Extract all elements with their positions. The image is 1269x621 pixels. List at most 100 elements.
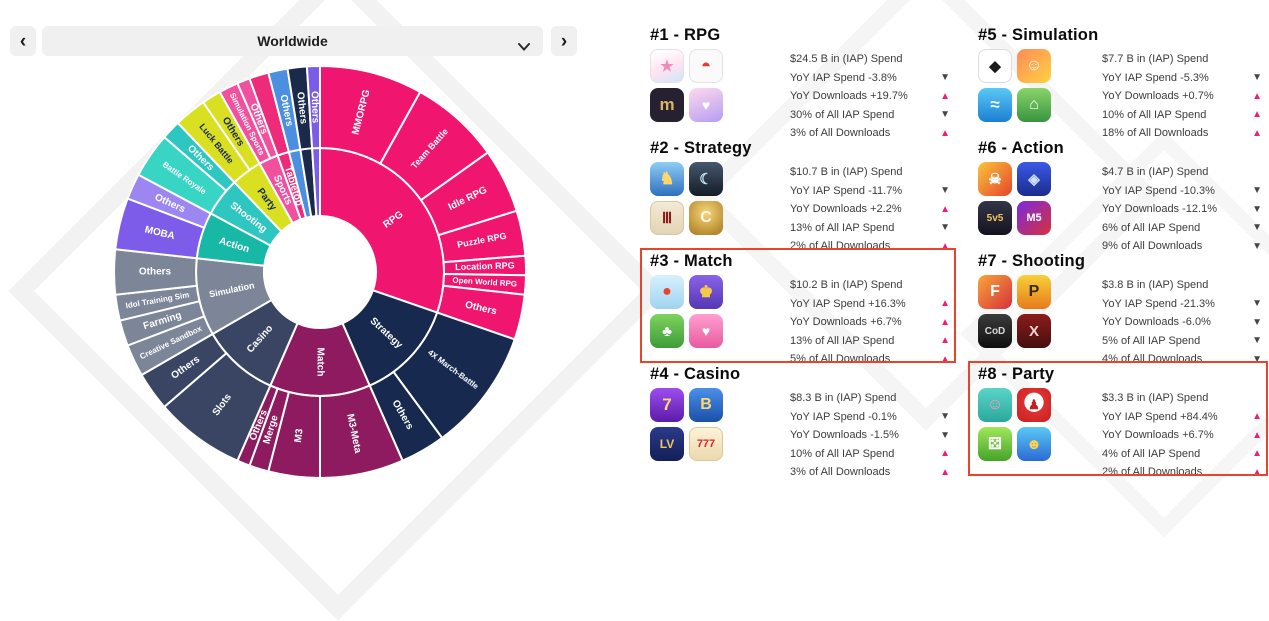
stat-text: YoY Downloads -6.0% (1102, 316, 1211, 329)
stat-text: 4% of All Downloads (1102, 353, 1203, 366)
next-region-button[interactable]: › (551, 26, 577, 56)
app-icon-casino-1-glyph: 7 (662, 395, 672, 414)
app-icon-grid: F P CoD X (978, 275, 1051, 369)
genre-stats: $10.2 B in (IAP) Spend YoY IAP Spend +16.… (790, 275, 950, 369)
app-icon-party-4: ☻ (1017, 427, 1051, 461)
sunburst-label: Others (139, 267, 172, 278)
app-icon-casino-4-glyph: 777 (696, 438, 716, 450)
app-icon-strategy-3-glyph: Ⅲ (661, 210, 673, 227)
genre-card-5-simulation: #5 - Simulation ◆ ☺ ≈ ⌂ $7.7 B in (IAP) Spend… (978, 26, 1262, 139)
stat-text: $3.3 B in (IAP) Spend (1102, 392, 1209, 405)
stat-text: YoY Downloads +6.7% (790, 316, 902, 329)
stat-text: 30% of All IAP Spend (790, 108, 895, 121)
stat-text: 13% of All IAP Spend (790, 221, 895, 234)
app-icon-match-4-glyph: ♥ (701, 323, 711, 339)
app-icon-action-4-glyph: M5 (1026, 212, 1042, 224)
app-icon-match-3: ♣ (650, 314, 684, 348)
stat-text: 9% of All Downloads (1102, 240, 1203, 253)
stat-row: YoY IAP Spend -0.1% ▼ (790, 408, 950, 427)
app-icon-match-3-glyph: ♣ (662, 322, 672, 340)
stat-row: $24.5 B in (IAP) Spend (790, 50, 950, 69)
stat-row: 13% of All IAP Spend ▼ (790, 219, 950, 238)
app-icon-action-4: M5 (1017, 201, 1051, 235)
app-icon-rpg-4: ♥ (689, 88, 723, 122)
trend-arrow-down: ▼ (1252, 240, 1262, 252)
app-icon-casino-4: 777 (689, 427, 723, 461)
stat-row: YoY Downloads +6.7% ▲ (1102, 426, 1262, 445)
stat-row: 9% of All Downloads ▼ (1102, 237, 1262, 256)
app-icon-action-1-glyph: ☠ (988, 171, 1002, 188)
ranking-column-left: #1 - RPG ★ ◓ m ♥ $24.5 B in (IAP) Spend YoY IA… (640, 26, 956, 478)
trend-arrow-down: ▼ (1252, 298, 1262, 310)
region-dropdown[interactable]: Worldwide (42, 26, 543, 56)
app-icon-action-3: 5v5 (978, 201, 1012, 235)
app-icon-shooting-2: P (1017, 275, 1051, 309)
genre-card-2-strategy: #2 - Strategy ♞ ☾ Ⅲ C $10.7 B in (IAP) Spend Y… (650, 139, 950, 252)
app-icon-simulation-2: ☺ (1017, 49, 1051, 83)
trend-arrow-up: ▲ (940, 298, 950, 310)
stat-row: 10% of All IAP Spend ▲ (790, 445, 950, 464)
trend-arrow-up: ▲ (940, 203, 950, 215)
stat-row: YoY Downloads +2.2% ▲ (790, 200, 950, 219)
app-icon-casino-2-glyph: B (700, 396, 712, 413)
app-icon-shooting-3: CoD (978, 314, 1012, 348)
stat-row: YoY IAP Spend -5.3% ▼ (1102, 69, 1262, 88)
trend-arrow-down: ▼ (940, 222, 950, 234)
prev-region-button[interactable]: ‹ (10, 26, 36, 56)
app-icon-shooting-1-glyph: F (990, 283, 1000, 300)
sunburst-label: Others (294, 91, 309, 125)
trend-arrow-up: ▲ (940, 316, 950, 328)
stat-row: 2% of All Downloads ▲ (790, 237, 950, 256)
stat-text: $10.2 B in (IAP) Spend (790, 279, 903, 292)
stat-text: YoY IAP Spend -21.3% (1102, 297, 1215, 310)
app-icon-action-2: ◈ (1017, 162, 1051, 196)
sunburst-subsegment-others[interactable] (305, 64, 321, 150)
trend-arrow-up: ▲ (940, 466, 950, 478)
trend-arrow-up: ▲ (1252, 411, 1262, 423)
trend-arrow-up: ▲ (1252, 448, 1262, 460)
genre-card-body: ◆ ☺ ≈ ⌂ $7.7 B in (IAP) Spend YoY IAP Spend -… (978, 49, 1262, 143)
genre-stats: $7.7 B in (IAP) Spend YoY IAP Spend -5.3%… (1102, 49, 1262, 143)
stat-text: YoY IAP Spend +84.4% (1102, 410, 1218, 423)
genre-card-body: 7 B LV 777 $8.3 B in (IAP) Spend YoY IAP Spen… (650, 388, 950, 482)
trend-arrow-down: ▼ (940, 185, 950, 197)
trend-arrow-down: ▼ (1252, 203, 1262, 215)
stat-row: 4% of All Downloads ▼ (1102, 350, 1262, 369)
stat-text: 5% of All Downloads (790, 353, 891, 366)
app-icon-strategy-3: Ⅲ (650, 201, 684, 235)
genre-card-7-shooting: #7 - Shooting F P CoD X $3.8 B in (IAP) Spend… (978, 252, 1262, 365)
genre-stats: $4.7 B in (IAP) Spend YoY IAP Spend -10.3… (1102, 162, 1262, 256)
stat-text: $4.7 B in (IAP) Spend (1102, 166, 1209, 179)
stat-row: 5% of All IAP Spend ▼ (1102, 332, 1262, 351)
trend-arrow-up: ▲ (940, 240, 950, 252)
genre-rank-title: #8 - Party (978, 365, 1055, 383)
app-icon-rpg-3: m (650, 88, 684, 122)
genre-rank-title: #4 - Casino (650, 365, 741, 383)
app-icon-grid: ● ♚ ♣ ♥ (650, 275, 723, 369)
app-icon-action-3-glyph: 5v5 (986, 212, 1004, 224)
app-icon-match-2-glyph: ♚ (698, 284, 714, 301)
trend-arrow-up: ▲ (940, 448, 950, 460)
app-icon-rpg-2-glyph: ◓ (700, 56, 712, 75)
app-icon-grid: 7 B LV 777 (650, 388, 723, 482)
stat-row: YoY Downloads +19.7% ▲ (790, 87, 950, 106)
app-icon-action-2-glyph: ◈ (1028, 171, 1040, 188)
app-icon-shooting-4-glyph: X (1028, 322, 1039, 340)
stat-row: YoY Downloads -1.5% ▼ (790, 426, 950, 445)
stat-row: $7.7 B in (IAP) Spend (1102, 50, 1262, 69)
trend-arrow-up: ▲ (940, 353, 950, 365)
app-icon-casino-2: B (689, 388, 723, 422)
stat-text: 18% of All Downloads (1102, 127, 1209, 140)
genre-rank-title: #7 - Shooting (978, 252, 1086, 270)
stat-row: YoY Downloads +0.7% ▲ (1102, 87, 1262, 106)
trend-arrow-down: ▼ (1252, 316, 1262, 328)
stat-text: YoY Downloads +6.7% (1102, 429, 1214, 442)
ranking-column-right: #5 - Simulation ◆ ☺ ≈ ⌂ $7.7 B in (IAP) Spend… (968, 26, 1268, 478)
app-icon-strategy-4: C (689, 201, 723, 235)
app-icon-rpg-3-glyph: m (659, 95, 675, 114)
genre-card-1-rpg: #1 - RPG ★ ◓ m ♥ $24.5 B in (IAP) Spend YoY IA… (650, 26, 950, 139)
app-icon-party-2: ♟ (1017, 388, 1051, 422)
stat-row: 6% of All IAP Spend ▼ (1102, 219, 1262, 238)
genre-card-6-action: #6 - Action ☠ ◈ 5v5 M5 $4.7 B in (IAP) Spend Y… (978, 139, 1262, 252)
